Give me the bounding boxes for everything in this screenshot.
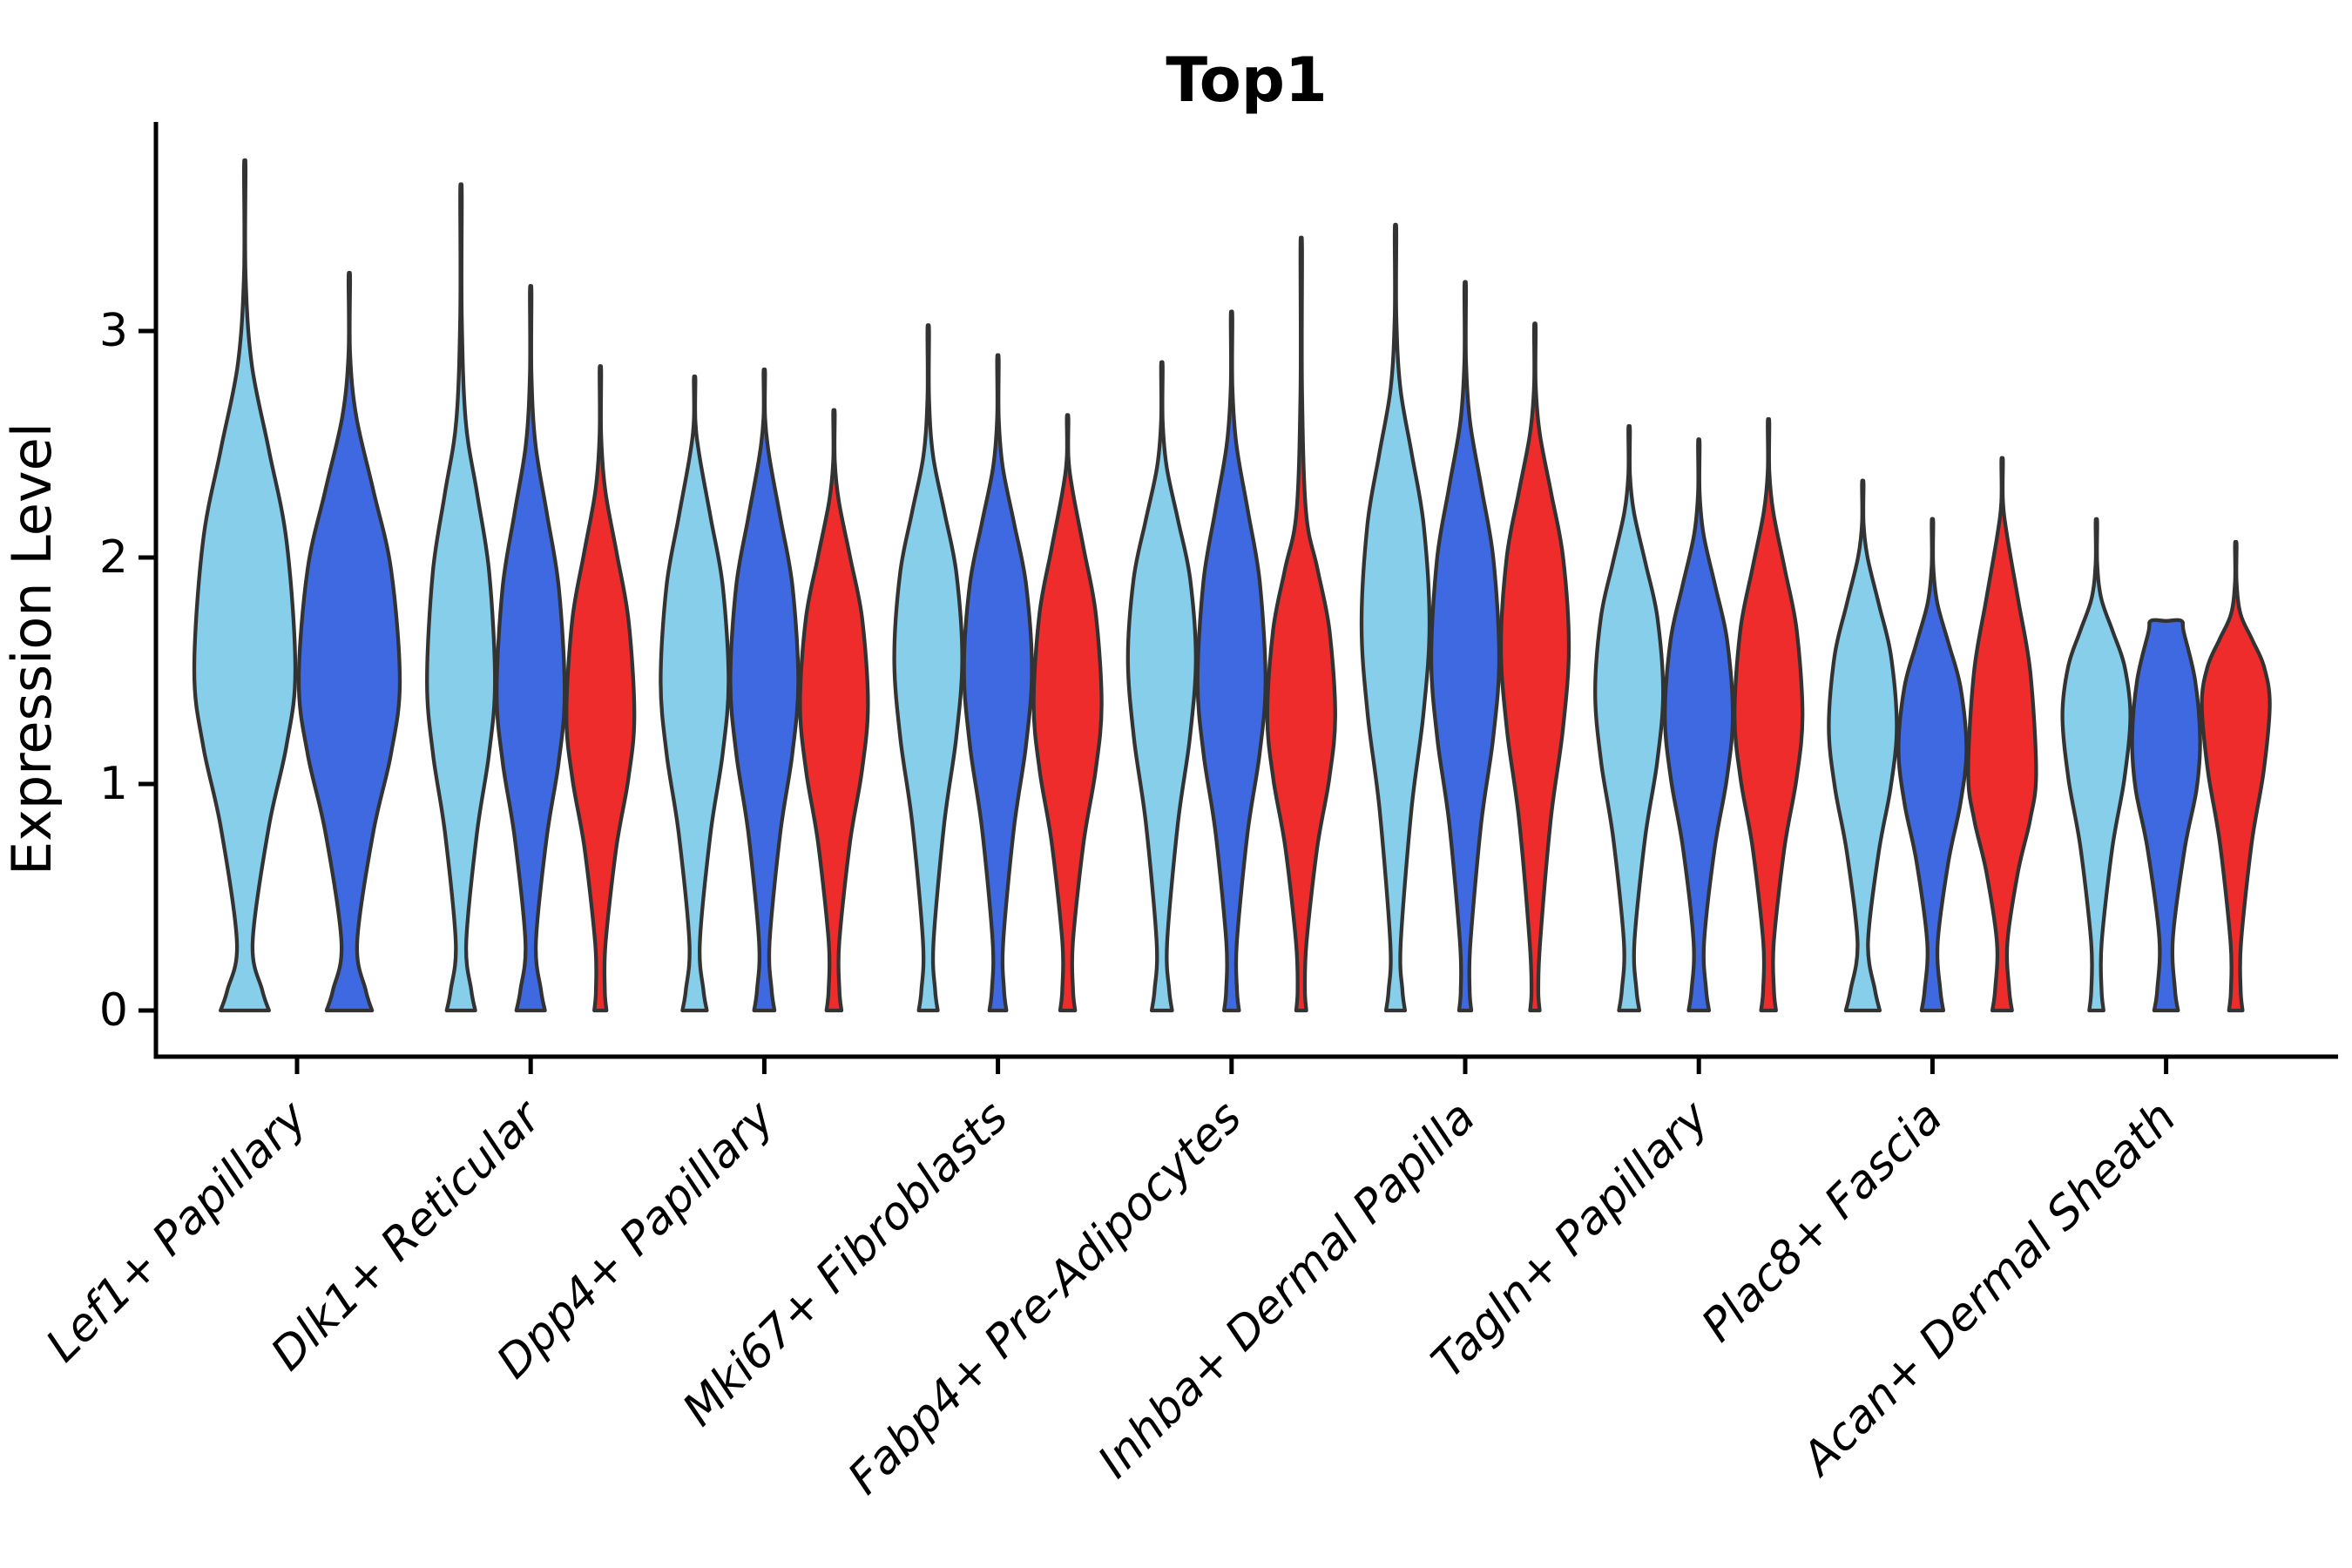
x-tick-label: Acan+ Dermal Sheath	[1791, 1092, 2186, 1487]
violin-light_blue	[425, 182, 497, 1013]
violin-red	[564, 364, 637, 1013]
violin-group-6	[1359, 222, 1571, 1013]
violin-red	[2200, 539, 2272, 1013]
violin-dark_blue	[1195, 309, 1267, 1013]
violin-red	[1265, 235, 1337, 1013]
violin-light_blue	[2060, 517, 2132, 1013]
violin-group-7	[1593, 416, 1805, 1013]
violin-group-8	[1827, 456, 2038, 1013]
violin-dark_blue	[1429, 280, 1502, 1013]
violin-red	[1031, 413, 1104, 1013]
violin-light_blue	[892, 323, 964, 1013]
y-tick-label: 1	[99, 758, 128, 810]
violin-light_blue	[1827, 478, 1899, 1013]
violin-light_blue	[192, 158, 298, 1013]
violin-light_blue	[1593, 423, 1666, 1013]
violin-dark_blue	[728, 367, 801, 1013]
violin-red	[1733, 416, 1805, 1013]
violin-red	[798, 408, 870, 1013]
violin-group-2	[425, 182, 637, 1013]
violin-light_blue	[1359, 222, 1432, 1013]
violin-dark_blue	[1663, 437, 1735, 1013]
violin-red	[1966, 456, 2038, 1013]
violin-group-3	[659, 367, 870, 1013]
violin-light_blue	[1125, 360, 1198, 1013]
violin-dark_blue	[296, 270, 402, 1013]
y-tick-label: 0	[99, 984, 128, 1037]
violin-group-1	[192, 158, 402, 1013]
violin-light_blue	[659, 374, 731, 1013]
y-axis-label: Expression Level	[0, 422, 64, 875]
violin-dark_blue	[962, 353, 1034, 1013]
violin-dark_blue	[495, 284, 567, 1013]
y-tick-label: 3	[99, 305, 128, 357]
violin-group-4	[892, 323, 1104, 1013]
y-tick-label: 2	[99, 531, 128, 584]
x-tick-label: Inhba+ Dermal Papilla	[1088, 1092, 1485, 1489]
x-tick-label: Plac8+ Fascia	[1692, 1092, 1952, 1352]
chart-title: Top1	[1166, 44, 1327, 116]
violin-group-9	[2060, 517, 2272, 1013]
violin-dark_blue	[1896, 517, 1969, 1013]
violin-red	[1498, 321, 1571, 1013]
violin-dark_blue	[2130, 618, 2202, 1013]
x-tick-label: Fabp4+ Pre-Adipocytes	[838, 1092, 1252, 1505]
violins-layer	[192, 158, 2272, 1013]
violin-group-5	[1125, 235, 1337, 1013]
